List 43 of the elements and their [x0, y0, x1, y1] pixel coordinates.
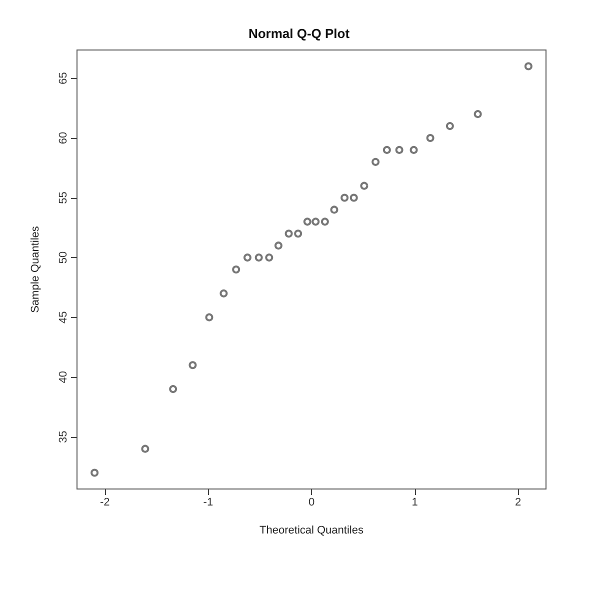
y-axis-title: Sample Quantiles: [30, 226, 42, 313]
point: [169, 385, 178, 394]
point: [312, 218, 320, 226]
point: [90, 468, 99, 477]
x-axis-title: Theoretical Quantiles: [260, 524, 364, 536]
point: [303, 218, 312, 226]
y-tick-label: 35: [58, 430, 70, 443]
point: [524, 62, 532, 70]
point: [232, 266, 240, 274]
point: [446, 122, 454, 130]
point: [426, 134, 434, 142]
point: [320, 218, 329, 226]
point: [265, 254, 274, 262]
point: [284, 230, 293, 238]
point: [243, 254, 252, 262]
point: [410, 146, 418, 154]
y-tick-label: 60: [58, 132, 70, 144]
y-tick-label: 50: [58, 251, 70, 264]
x-tick-label: -2: [100, 496, 110, 508]
point: [372, 158, 380, 166]
x-tick-label: 1: [412, 496, 418, 508]
y-tick-label: 40: [58, 370, 70, 384]
point: [188, 361, 197, 370]
point: [220, 289, 228, 298]
point: [350, 194, 358, 202]
point: [360, 182, 368, 190]
x-tick-label: 0: [308, 496, 315, 508]
point: [330, 206, 338, 214]
point: [395, 146, 404, 154]
point: [141, 444, 150, 453]
x-tick-label: -1: [203, 496, 214, 508]
point: [340, 194, 349, 202]
chart-title: Normal Q-Q Plot: [248, 26, 350, 41]
y-tick-label: 65: [58, 72, 70, 84]
point: [254, 254, 263, 262]
point: [205, 313, 214, 322]
y-tick-label: 55: [58, 192, 70, 204]
point: [474, 110, 482, 118]
point: [294, 230, 302, 238]
y-tick-label: 45: [58, 311, 70, 324]
point: [382, 146, 391, 154]
point: [274, 242, 282, 250]
x-tick-label: 2: [515, 496, 522, 508]
